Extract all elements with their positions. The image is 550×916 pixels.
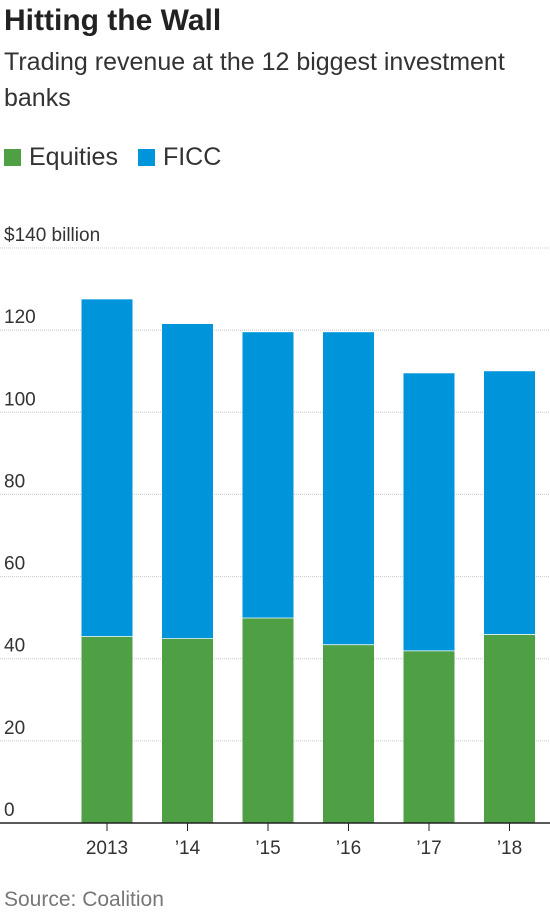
- bars: [81, 299, 535, 823]
- legend-item-equities: Equities: [4, 143, 118, 172]
- x-tick-label-5: ’18: [497, 838, 522, 859]
- bar-ficc-3: [323, 332, 374, 645]
- bar-equities-3: [323, 644, 374, 823]
- bar-ficc-1: [162, 323, 213, 639]
- x-tick-label-3: ’16: [336, 838, 361, 859]
- bar-ficc-2: [242, 332, 294, 618]
- bar-equities-2: [242, 617, 294, 823]
- bar-equities-4: [403, 650, 455, 823]
- bar-equities-0: [81, 636, 133, 823]
- bar-ficc-0: [81, 299, 133, 637]
- chart-title: Hitting the Wall: [4, 4, 222, 37]
- legend-item-ficc: FICC: [137, 142, 222, 172]
- bar-equities-1: [162, 638, 213, 823]
- y-tick-labels: 0 20 40 60 80 100 120 $140 billion: [4, 225, 100, 821]
- y-tick-label-40: 40: [4, 636, 25, 657]
- legend-label-ficc: FICC: [162, 142, 222, 171]
- y-tick-label-20: 20: [4, 718, 25, 739]
- x-tick-labels: 2013 ’14 ’15 ’16 ’17 ’18: [86, 823, 522, 859]
- x-tick-label-2: ’15: [255, 838, 280, 859]
- x-tick-label-1: ’14: [175, 838, 201, 859]
- y-tick-label-120: 120: [4, 307, 36, 328]
- y-tick-label-60: 60: [4, 554, 25, 575]
- x-tick-label-4: ’17: [416, 838, 441, 859]
- legend-label-equities: Equities: [29, 142, 118, 171]
- y-tick-label-100: 100: [4, 389, 36, 410]
- legend: Equities FICC: [4, 142, 241, 172]
- y-tick-label-80: 80: [4, 471, 25, 492]
- x-tick-label-0: 2013: [86, 838, 128, 859]
- legend-swatch-ficc: [137, 148, 155, 166]
- y-tick-label-0: 0: [4, 800, 15, 821]
- source-note: Source: Coalition: [4, 888, 164, 911]
- legend-swatch-equities: [4, 148, 21, 166]
- bar-equities-5: [484, 634, 535, 823]
- y-tick-label-140: $140 billion: [4, 225, 100, 246]
- bar-ficc-4: [403, 373, 455, 651]
- chart-subtitle: Trading revenue at the 12 biggest invest…: [4, 48, 505, 112]
- chart-plot: 0 20 40 60 80 100 120 $140 billion 2013 ’14 ’15 ’1…: [0, 225, 550, 859]
- bar-ficc-5: [484, 371, 535, 635]
